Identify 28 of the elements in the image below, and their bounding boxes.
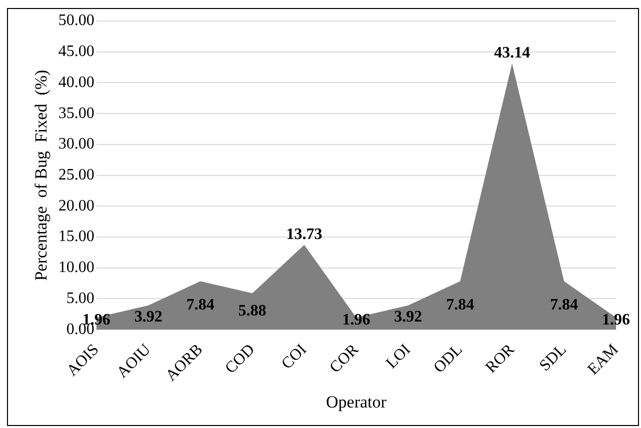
data-label: 5.88 xyxy=(238,302,266,320)
y-tick-label: 45.00 xyxy=(58,43,94,60)
data-label: 3.92 xyxy=(394,308,422,326)
y-tick-label: 25.00 xyxy=(58,166,94,184)
y-tick-label: 10.00 xyxy=(58,259,94,276)
x-tick-label: SDL xyxy=(536,341,570,375)
data-label: 7.84 xyxy=(186,296,214,314)
y-tick-label: 15.00 xyxy=(58,228,94,246)
y-tick-label: 35.00 xyxy=(58,104,94,122)
y-tick-label: 5.00 xyxy=(66,290,94,307)
y-tick-label: 30.00 xyxy=(58,136,94,153)
data-label: 43.14 xyxy=(494,44,530,62)
data-label: 3.92 xyxy=(134,308,162,326)
x-tick-label: COR xyxy=(326,340,362,376)
y-tick-label: 50.00 xyxy=(58,12,94,30)
x-tick-label: LOI xyxy=(383,341,414,372)
y-tick-label: 20.00 xyxy=(58,197,94,214)
data-label: 7.84 xyxy=(550,296,578,314)
x-tick-label: COI xyxy=(278,341,310,373)
data-label: 1.96 xyxy=(602,312,630,329)
x-axis-title: Operator xyxy=(326,392,387,412)
x-tick-label: COD xyxy=(222,341,258,378)
y-axis-title: Percentage of Bug Fixed (%) xyxy=(32,70,51,281)
data-label: 1.96 xyxy=(342,312,370,329)
y-tick-label: 40.00 xyxy=(58,74,94,91)
data-label: 7.84 xyxy=(446,296,474,314)
data-label: 13.73 xyxy=(286,226,322,243)
x-tick-label: ODL xyxy=(430,341,466,376)
